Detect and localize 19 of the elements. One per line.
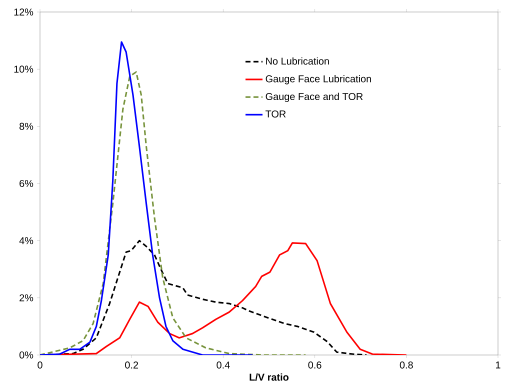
legend-label: No Lubrication xyxy=(266,57,329,65)
x-axis-title: L/V ratio xyxy=(250,373,289,381)
y-tick-label: 8% xyxy=(20,122,34,130)
y-tick-label: 10% xyxy=(14,66,34,73)
x-tick-label: 0.6 xyxy=(308,362,322,369)
y-tick-label: 2% xyxy=(20,294,34,302)
legend-label: Gauge Face and TOR xyxy=(266,92,363,102)
y-tick-label: 4% xyxy=(19,237,34,244)
x-tick-label: 0.4 xyxy=(216,362,230,369)
x-tick-label: 0.8 xyxy=(400,362,413,369)
x-tick-label: 0 xyxy=(38,362,42,369)
x-tick-label: 0.2 xyxy=(125,362,138,369)
x-tick-label: 1 xyxy=(496,362,500,368)
legend-label: TOR xyxy=(266,110,286,118)
legend-label: Gauge Face Lubrication xyxy=(266,75,371,84)
y-tick-label: 0% xyxy=(19,351,34,359)
line-series xyxy=(40,41,254,355)
y-tick-label: 6% xyxy=(20,180,34,188)
y-tick-label: 12% xyxy=(14,8,34,16)
